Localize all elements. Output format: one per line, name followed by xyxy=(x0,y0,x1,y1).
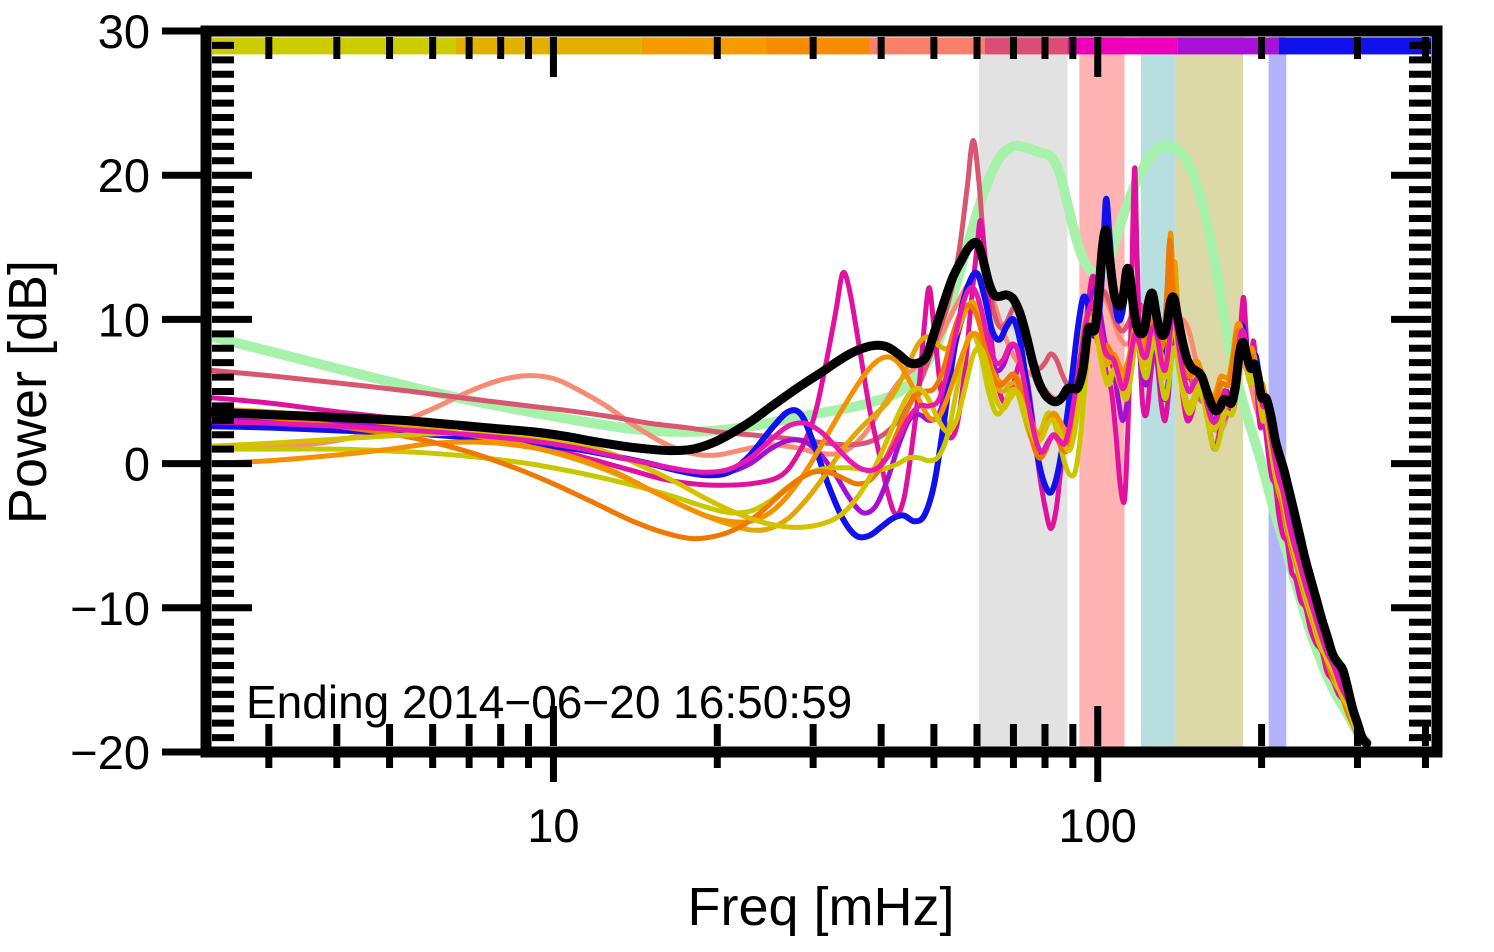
y-tick-label: 10 xyxy=(98,293,150,346)
mean-spectrum xyxy=(211,225,1372,747)
plot-frame xyxy=(200,25,1443,758)
y-tick-label: −10 xyxy=(70,582,150,635)
y-tick-label: −20 xyxy=(70,726,150,779)
band-purple xyxy=(1268,37,1287,752)
colorbar-segment-7 xyxy=(1177,37,1279,55)
y-tick-label: 20 xyxy=(98,149,150,202)
x-tick-label: 100 xyxy=(1059,799,1137,852)
time-progression-colorbar xyxy=(212,37,1431,55)
spectra-curves-group xyxy=(211,138,1372,747)
ending-timestamp-annotation: Ending 2014−06−20 16:50:59 xyxy=(246,676,852,728)
y-tick-label: 0 xyxy=(124,438,150,491)
axis-ticks-group xyxy=(162,27,1431,782)
x-tick-label: 10 xyxy=(527,799,579,852)
colorbar-segment-1 xyxy=(455,37,642,55)
colorbar-segment-5 xyxy=(984,37,1068,55)
x-axis-title: Freq [mHz] xyxy=(687,877,954,937)
y-tick-label: 30 xyxy=(98,5,150,58)
series-magenta-a xyxy=(211,165,1370,745)
axis-tick-labels-group: 10 100 −20 −10 0 10 20 30 xyxy=(70,5,1137,852)
colorbar-segment-6 xyxy=(1067,37,1178,55)
colorbar-segment-4 xyxy=(869,37,985,55)
colorbar-segment-3 xyxy=(765,37,870,55)
series-magenta-b xyxy=(211,284,1370,745)
colorbar-segment-2 xyxy=(641,37,766,55)
y-axis-title: Power [dB] xyxy=(0,260,58,524)
axes-border xyxy=(200,25,1443,758)
